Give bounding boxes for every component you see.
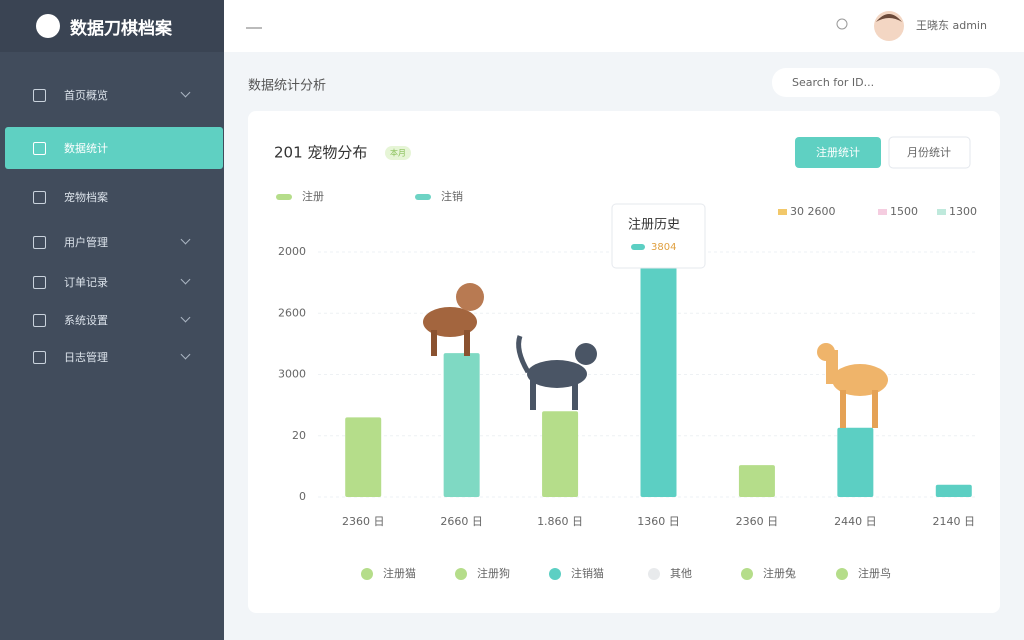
menu-item[interactable]: 系统设置 xyxy=(5,299,223,341)
legend-label: 注销猫 xyxy=(571,566,604,580)
x-tick-label: 1.860 日 xyxy=(537,515,583,528)
legend-label: 注册猫 xyxy=(383,566,416,580)
x-tick-label: 2660 日 xyxy=(440,515,483,528)
bar xyxy=(640,264,677,497)
x-tick-label: 2440 日 xyxy=(834,515,877,528)
legend-dot xyxy=(836,568,848,580)
legend-dot xyxy=(741,568,753,580)
x-tick-label: 2360 日 xyxy=(736,515,779,528)
animal-giraffe xyxy=(817,343,888,428)
chevron xyxy=(180,349,191,360)
button-text: 注册统计 xyxy=(816,145,860,159)
menu-icon xyxy=(33,190,46,204)
menu-label: 用户管理 xyxy=(64,236,108,249)
chevron xyxy=(180,234,191,245)
bar xyxy=(542,411,579,497)
animal-dog xyxy=(423,283,484,356)
y-tick-label: 0 xyxy=(299,490,306,503)
bar xyxy=(443,353,480,497)
page-title: 数据统计分析 xyxy=(248,79,326,94)
bar xyxy=(837,427,874,497)
x-tick-label: 2140 日 xyxy=(933,515,976,528)
legend-label: 注册 xyxy=(302,189,324,203)
legend-dot xyxy=(648,568,660,580)
legend-dot xyxy=(455,568,467,580)
menu-label: 系统设置 xyxy=(64,314,108,327)
header xyxy=(224,0,1024,52)
menu-icon xyxy=(33,350,46,364)
animal-cat xyxy=(516,335,597,410)
y-tick-label: 20 xyxy=(292,429,306,442)
legend-swatch xyxy=(778,209,787,215)
menu-item[interactable]: 用户管理 xyxy=(5,221,223,263)
menu-icon xyxy=(33,141,46,155)
legend-dot xyxy=(549,568,561,580)
menu-label: 订单记录 xyxy=(64,276,108,289)
menu-icon xyxy=(33,235,46,249)
menu-item[interactable]: 日志管理 xyxy=(5,336,223,378)
menu-label: 日志管理 xyxy=(64,351,108,364)
button[interactable] xyxy=(795,137,881,168)
chevron xyxy=(180,87,191,98)
x-tick-label: 2360 日 xyxy=(342,515,385,528)
legend-label: 30 2600 xyxy=(790,205,836,218)
menu-label: 宠物档案 xyxy=(64,191,108,204)
tooltip xyxy=(611,203,706,269)
legend-swatch xyxy=(937,209,946,215)
y-tick-label: 2600 xyxy=(278,306,306,319)
legend-label: 注册狗 xyxy=(477,566,510,580)
tooltip-value: 3804 xyxy=(651,242,676,253)
menu-item[interactable]: 首页概览 xyxy=(5,74,223,116)
menu-label: 数据统计 xyxy=(64,142,108,155)
badge xyxy=(385,146,411,160)
menu-item[interactable]: 宠物档案 xyxy=(5,176,223,218)
bar xyxy=(935,484,972,497)
chevron xyxy=(180,274,191,285)
legend-label: 注销 xyxy=(441,189,463,203)
legend-label: 其他 xyxy=(670,567,692,580)
legend-label: 注册兔 xyxy=(763,566,796,580)
legend-swatch xyxy=(415,194,431,200)
menu-item[interactable]: 数据统计 xyxy=(5,127,223,169)
button[interactable] xyxy=(888,136,971,169)
x-tick-label: 1360 日 xyxy=(637,515,680,528)
legend-swatch xyxy=(878,209,887,215)
search-box[interactable] xyxy=(772,68,1000,97)
chart-card xyxy=(248,111,1000,613)
badge-text: 本月 xyxy=(390,148,406,158)
bar xyxy=(345,417,382,497)
menu-label: 首页概览 xyxy=(64,89,108,102)
y-tick-label: 3000 xyxy=(278,368,306,381)
tooltip-swatch xyxy=(631,244,645,250)
brand-text: 数据刀棋档案 xyxy=(70,18,172,39)
tooltip-title: 注册历史 xyxy=(628,218,680,233)
menu-icon xyxy=(33,275,46,289)
menu-icon xyxy=(33,313,46,327)
legend-label: 1500 xyxy=(890,205,918,218)
legend-swatch xyxy=(276,194,292,200)
chevron xyxy=(180,312,191,323)
search-placeholder: Search for ID... xyxy=(792,76,874,89)
brand: 数据刀棋档案 xyxy=(0,0,224,52)
menu-item[interactable]: 订单记录 xyxy=(5,261,223,303)
sidebar: 数据刀棋档案 首页概览数据统计宠物档案用户管理订单记录系统设置日志管理 xyxy=(0,0,224,640)
legend-label: 1300 xyxy=(949,205,977,218)
y-tick-label: 2000 xyxy=(278,245,306,258)
card-title: 201 宠物分布 xyxy=(274,144,367,162)
legend-label: 注册鸟 xyxy=(858,566,891,580)
bar xyxy=(738,465,775,497)
button-text: 月份统计 xyxy=(907,146,951,159)
menu-icon xyxy=(33,88,46,102)
legend-dot xyxy=(361,568,373,580)
